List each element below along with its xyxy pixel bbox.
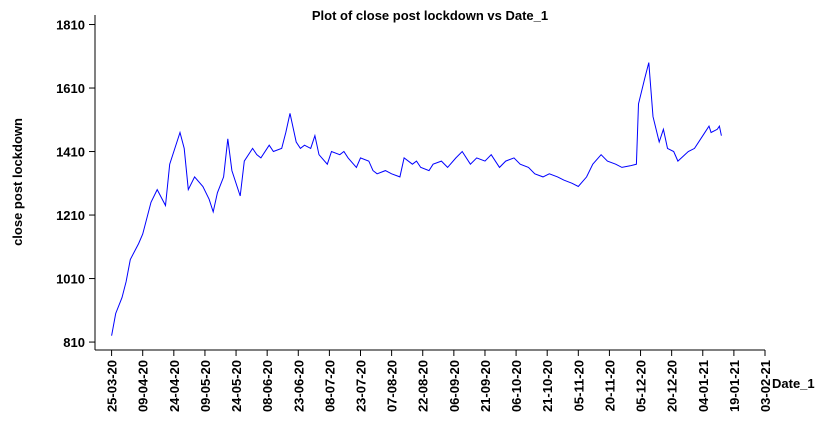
chart-title: Plot of close post lockdown vs Date_1: [312, 8, 548, 23]
x-axis-label: Date_1: [772, 376, 815, 391]
x-tick-label: 24-04-20: [167, 360, 182, 412]
x-tick-label: 08-06-20: [260, 360, 275, 412]
x-tick-label: 09-04-20: [136, 360, 151, 412]
x-tick-label: 09-05-20: [198, 360, 213, 412]
y-tick-label: 1610: [56, 81, 85, 96]
y-tick-label: 1410: [56, 145, 85, 160]
x-tick-label: 05-11-20: [571, 360, 586, 411]
x-tick-label: 23-06-20: [291, 360, 306, 412]
x-tick-label: 21-09-20: [478, 360, 493, 412]
x-tick-label: 06-10-20: [509, 360, 524, 412]
x-tick-label: 20-12-20: [665, 360, 680, 412]
x-tick-label: 22-08-20: [416, 360, 431, 412]
x-tick-label: 23-07-20: [354, 360, 369, 412]
data-line: [111, 62, 722, 336]
x-tick-label: 25-03-20: [105, 360, 120, 412]
y-tick-label: 1810: [56, 18, 85, 33]
x-tick-label: 24-05-20: [229, 360, 244, 412]
y-tick-label: 1210: [56, 208, 85, 223]
x-tick-label: 03-02-21: [758, 360, 773, 412]
x-tick-label: 07-08-20: [385, 360, 400, 412]
x-tick-label: 05-12-20: [634, 360, 649, 412]
y-tick-label: 1010: [56, 272, 85, 287]
x-tick-label: 19-01-21: [727, 360, 742, 412]
x-tick-label: 04-01-21: [696, 360, 711, 412]
x-tick-label: 08-07-20: [322, 360, 337, 412]
x-tick-label: 21-10-20: [540, 360, 555, 412]
y-axis-label: close post lockdown: [10, 118, 25, 246]
y-tick-label: 810: [63, 335, 85, 350]
x-tick-label: 06-09-20: [447, 360, 462, 412]
x-tick-label: 20-11-20: [602, 360, 617, 411]
